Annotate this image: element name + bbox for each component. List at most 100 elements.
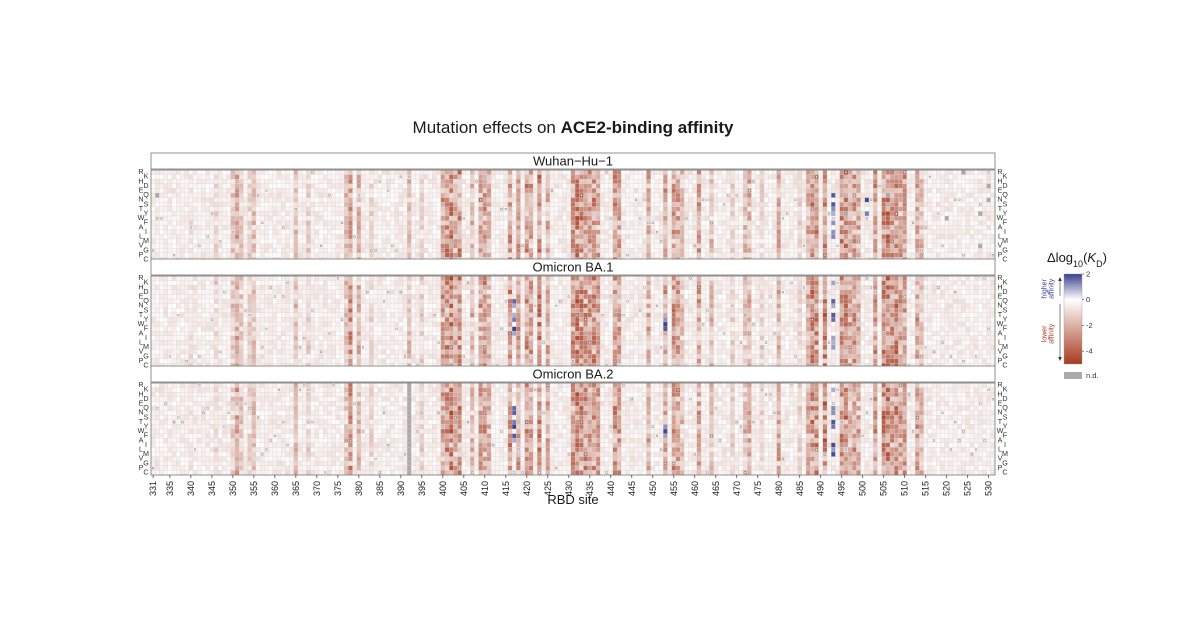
heatmap-cell [587,248,593,253]
heatmap-cell [197,179,202,184]
heatmap-cell [482,202,488,207]
heatmap-cell [159,197,164,203]
heatmap-cell [415,169,420,175]
wildtype-marker [781,217,784,220]
heatmap-cell [839,243,845,249]
heatmap-cell [449,202,454,207]
heatmap-cell [696,179,702,184]
heatmap-cell [243,275,248,281]
heatmap-cell [717,211,723,217]
heatmap-cell [234,312,240,318]
heatmap-cell [709,174,714,180]
heatmap-cell [390,202,395,207]
heatmap-cell [411,179,416,184]
heatmap-cell [218,354,223,359]
heatmap-cell [310,234,315,240]
heatmap-cell [684,179,689,184]
heatmap-cell [243,289,248,295]
heatmap-cell [692,252,698,258]
heatmap-cell [537,174,542,180]
heatmap-cell [759,188,765,194]
heatmap-cell [192,275,198,281]
heatmap-cell [268,308,273,313]
heatmap-cell [419,234,425,240]
heatmap-cell [302,321,307,327]
heatmap-cell [352,188,357,194]
heatmap-cell [411,192,416,198]
heatmap-cell [411,234,416,240]
heatmap-cell [478,220,483,226]
heatmap-cell [180,335,185,341]
heatmap-cell [188,298,194,304]
heatmap-cell [453,169,458,175]
heatmap-cell [877,248,882,253]
heatmap-cell [873,197,878,203]
heatmap-cell [822,220,828,226]
heatmap-cell [407,179,412,184]
heatmap-cell [549,243,555,249]
row-label-right: H [997,176,1002,185]
heatmap-cell [948,229,954,235]
heatmap-cell [923,183,928,189]
heatmap-cell [843,202,849,207]
heatmap-cell [159,303,164,309]
heatmap-cell [335,188,341,194]
heatmap-cell [419,174,425,180]
heatmap-cell [528,179,534,184]
heatmap-cell [583,206,588,212]
heatmap-cell [192,174,198,180]
heatmap-cell [881,229,887,235]
heatmap-cell [272,183,278,189]
heatmap-cell [218,326,223,332]
heatmap-cell [717,229,723,235]
heatmap-cell [574,169,580,175]
heatmap-cell [805,192,811,198]
heatmap-cell [344,211,349,217]
heatmap-cell [226,202,231,207]
heatmap-cell [721,183,727,189]
heatmap-cell [419,169,425,175]
heatmap-cell [176,294,181,300]
row-label-left: M [143,236,149,245]
heatmap-cell [679,211,685,217]
heatmap-cell [377,174,383,180]
heatmap-cell [835,206,840,212]
heatmap-cell [902,174,907,180]
heatmap-cell [952,238,958,244]
heatmap-cell [428,197,433,203]
heatmap-cell [894,225,899,230]
heatmap-cell [973,215,979,221]
heatmap-cell [776,243,782,249]
heatmap-cell [969,211,975,217]
heatmap-cell [528,243,534,249]
heatmap-cell [159,321,164,327]
heatmap-cell [218,243,223,249]
heatmap-cell [201,331,206,336]
heatmap-cell [600,197,605,203]
wildtype-marker [198,244,201,247]
heatmap-cell [595,202,601,207]
heatmap-cell [717,220,723,226]
heatmap-cell [881,174,887,180]
heatmap-cell [176,248,181,253]
heatmap-cell [150,206,156,212]
heatmap-cell [381,215,387,221]
heatmap-cell [495,229,500,235]
row-label-left: A [139,222,144,231]
heatmap-cell [461,206,467,212]
heatmap-cell [230,317,236,323]
heatmap-cell [604,234,609,240]
heatmap-cell [625,211,630,217]
heatmap-cell [411,215,416,221]
heatmap-cell [637,197,643,203]
heatmap-cell [302,243,307,249]
heatmap-cell [251,169,257,175]
heatmap-cell [721,238,727,244]
heatmap-cell [171,183,177,189]
heatmap-cell [180,169,185,175]
heatmap-cell [810,183,815,189]
heatmap-cell [763,188,769,194]
heatmap-cell [982,252,987,258]
heatmap-cell [352,211,357,217]
wildtype-marker [752,180,755,183]
